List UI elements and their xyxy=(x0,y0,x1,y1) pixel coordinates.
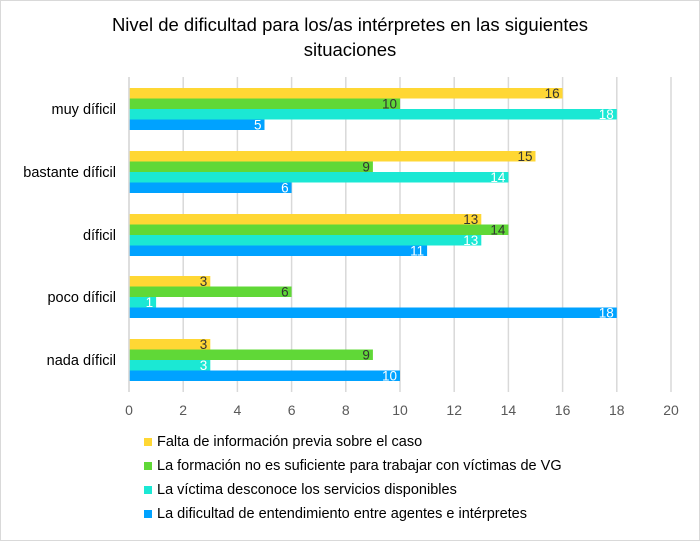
x-tick-label: 8 xyxy=(342,402,350,418)
data-label: 14 xyxy=(490,223,506,238)
legend-swatch xyxy=(144,510,152,518)
chart-title: Nivel de dificultad para los/as intérpre… xyxy=(0,12,700,62)
legend-label: La formación no es suficiente para traba… xyxy=(157,458,562,474)
legend-item: Falta de información previa sobre el cas… xyxy=(144,432,562,452)
bar xyxy=(129,109,617,120)
bar xyxy=(129,245,428,256)
data-label: 1 xyxy=(146,295,154,310)
data-label: 6 xyxy=(281,181,289,196)
x-tick-label: 6 xyxy=(288,402,296,418)
category-label: muy díficil xyxy=(52,102,116,118)
data-label: 3 xyxy=(200,337,208,352)
legend-item: La dificultad de entendimiento entre age… xyxy=(144,504,562,524)
bar xyxy=(129,98,400,109)
data-label: 6 xyxy=(281,285,289,300)
category-label: poco díficil xyxy=(47,290,116,306)
data-label: 15 xyxy=(517,149,532,164)
legend-label: Falta de información previa sobre el cas… xyxy=(157,434,423,450)
bar xyxy=(129,182,292,193)
data-label: 11 xyxy=(410,244,424,259)
data-label: 9 xyxy=(362,160,370,175)
x-tick-label: 2 xyxy=(179,402,187,418)
chart-title-line-2: situaciones xyxy=(303,39,397,60)
data-label: 9 xyxy=(362,348,370,363)
bar xyxy=(129,214,482,225)
legend-item: La víctima desconoce los servicios dispo… xyxy=(144,480,562,500)
data-label: 18 xyxy=(599,306,614,321)
bar xyxy=(129,349,373,360)
bar xyxy=(129,119,265,130)
x-tick-label: 18 xyxy=(609,402,625,418)
data-label: 3 xyxy=(200,274,208,289)
data-label: 13 xyxy=(463,233,478,248)
x-tick-label: 14 xyxy=(501,402,517,418)
chart-title-line-1: Nivel de dificultad para los/as intérpre… xyxy=(111,14,589,35)
bar xyxy=(129,161,373,172)
bar xyxy=(129,276,211,287)
x-tick-label: 0 xyxy=(125,402,133,418)
bar xyxy=(129,286,292,297)
bar xyxy=(129,360,211,371)
x-tick-label: 20 xyxy=(663,402,679,418)
data-label: 14 xyxy=(490,170,506,185)
legend-label: La víctima desconoce los servicios dispo… xyxy=(157,482,457,498)
data-label: 3 xyxy=(200,358,208,373)
bar xyxy=(129,235,482,246)
legend-swatch xyxy=(144,438,152,446)
bar xyxy=(129,297,157,308)
legend-label: La dificultad de entendimiento entre age… xyxy=(157,506,527,522)
data-label: 13 xyxy=(463,212,478,227)
data-label: 18 xyxy=(599,107,614,122)
bar xyxy=(129,370,400,381)
bar xyxy=(129,224,509,235)
legend-swatch xyxy=(144,462,152,470)
x-tick-label: 4 xyxy=(234,402,242,418)
bar xyxy=(129,339,211,350)
data-label: 10 xyxy=(382,97,397,112)
x-tick-label: 10 xyxy=(392,402,408,418)
x-tick-label: 12 xyxy=(446,402,462,418)
category-label: bastante díficil xyxy=(23,165,116,181)
legend-swatch xyxy=(144,486,152,494)
bar xyxy=(129,88,563,99)
bar xyxy=(129,172,509,183)
legend-item: La formación no es suficiente para traba… xyxy=(144,456,562,476)
x-tick-label: 16 xyxy=(555,402,571,418)
data-label: 10 xyxy=(382,369,397,384)
data-label: 5 xyxy=(254,118,262,133)
chart-legend: Falta de información previa sobre el cas… xyxy=(144,432,562,528)
category-label: nada díficil xyxy=(47,353,116,369)
category-label: díficil xyxy=(83,228,116,244)
bar xyxy=(129,151,536,162)
data-label: 16 xyxy=(545,86,560,101)
bar xyxy=(129,307,617,318)
